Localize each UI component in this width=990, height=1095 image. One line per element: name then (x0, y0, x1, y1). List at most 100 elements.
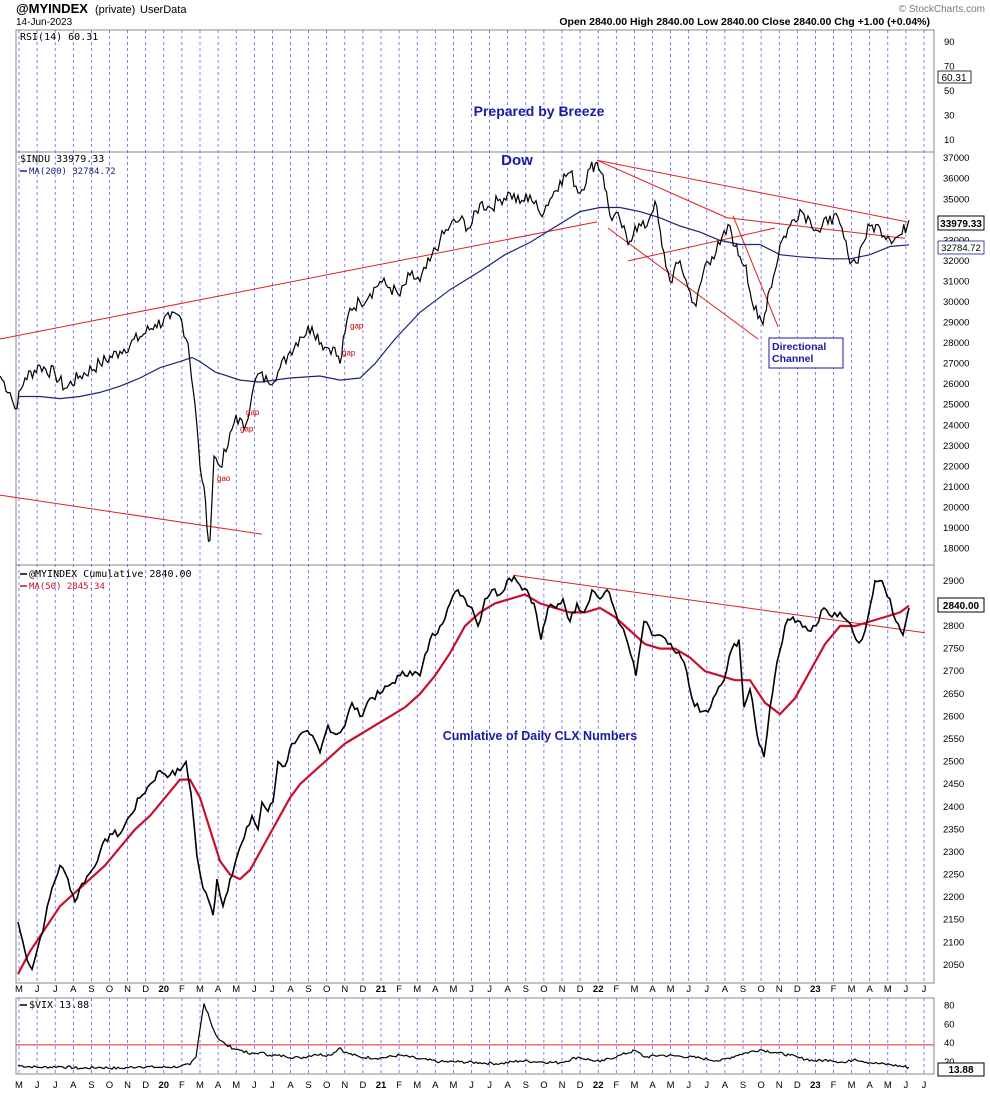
x-tick-label: N (124, 1080, 131, 1091)
x-tick-label: M (196, 1080, 204, 1091)
directional-channel-line1: Directional (772, 341, 826, 353)
y-tick-label: 2650 (943, 689, 964, 700)
x-tick-label: J (469, 984, 474, 995)
trendline (596, 159, 728, 219)
x-tick-label: M (196, 984, 204, 995)
x-tick-label: A (432, 1080, 439, 1091)
x-tick-label: A (505, 984, 512, 995)
ma200-last-tag (937, 240, 985, 255)
dow-legend: $INDU 33979.33 (20, 154, 104, 165)
x-tick-label: S (523, 984, 529, 995)
x-tick-label: J (487, 984, 492, 995)
x-tick-label: M (232, 1080, 240, 1091)
ma200-last-value: 32784.72 (941, 243, 981, 254)
y-tick-label: 2500 (943, 757, 964, 768)
x-tick-label: 22 (593, 984, 604, 995)
x-tick-label: J (469, 1080, 474, 1091)
x-tick-label: M (449, 984, 457, 995)
x-tick-label: M (667, 984, 675, 995)
x-tick-label: F (179, 984, 185, 995)
cumulative-panel (15, 564, 935, 984)
x-tick-label: A (70, 1080, 77, 1091)
x-tick-label: J (53, 984, 58, 995)
x-tick-label: A (867, 984, 874, 995)
directional-channel-line2: Channel (772, 353, 814, 365)
x-tick-label: F (613, 1080, 619, 1091)
x-tick-label: 23 (810, 984, 821, 995)
x-axis-top: M J J A S O N D 20 F M A M J J A S O N D 21 F M A M J J A S O N D 22 F M A M… (15, 984, 927, 995)
x-tick-label: M (630, 1080, 638, 1091)
cumulative-legend: @MYINDEX Cumulative 2840.00 (29, 569, 192, 580)
x-tick-label: A (649, 1080, 656, 1091)
x-tick-label: J (704, 1080, 709, 1091)
y-tick-label: 30000 (943, 297, 969, 308)
cumulative-trendline (513, 574, 926, 634)
y-tick-label: 70 (944, 62, 955, 73)
x-tick-label: J (487, 1080, 492, 1091)
x-tick-label: J (922, 984, 927, 995)
x-tick-label: A (867, 1080, 874, 1091)
x-tick-label: A (287, 984, 294, 995)
trendline (726, 217, 906, 239)
y-tick-label: 18000 (943, 544, 969, 555)
cumulative-y-axis: 2900285028002750270026502600255025002450… (943, 576, 964, 971)
x-tick-label: F (831, 1080, 837, 1091)
y-tick-label: 2800 (943, 621, 964, 632)
x-tick-label: D (142, 1080, 149, 1091)
y-tick-label: 2050 (943, 960, 964, 971)
x-tick-label: F (831, 984, 837, 995)
y-tick-label: 2250 (943, 870, 964, 881)
x-tick-label: J (270, 1080, 275, 1091)
ma50-legend: MA(50) 2845.34 (29, 582, 105, 592)
y-tick-label: 28000 (943, 338, 969, 349)
y-tick-label: 2200 (943, 892, 964, 903)
y-tick-label: 20 (944, 1057, 955, 1068)
x-tick-label: M (449, 1080, 457, 1091)
x-tick-label: 20 (159, 984, 170, 995)
x-tick-label: J (35, 1080, 40, 1091)
y-tick-label: 2550 (943, 734, 964, 745)
x-tick-label: J (904, 984, 909, 995)
x-tick-label: D (577, 984, 584, 995)
x-tick-label: M (848, 1080, 856, 1091)
dow-ma200-line (18, 206, 910, 400)
x-tick-label: O (757, 1080, 764, 1091)
x-tick-label: D (577, 1080, 584, 1091)
x-tick-label: A (649, 984, 656, 995)
vertical-grid (18, 30, 925, 1074)
x-tick-label: D (142, 984, 149, 995)
x-tick-label: A (505, 1080, 512, 1091)
x-tick-label: J (922, 1080, 927, 1091)
x-tick-label: J (270, 984, 275, 995)
x-tick-label: D (359, 1080, 366, 1091)
x-tick-label: O (106, 984, 113, 995)
trendline (596, 159, 908, 223)
y-tick-label: 2150 (943, 915, 964, 926)
x-tick-label: 21 (376, 1080, 387, 1091)
x-tick-label: S (88, 1080, 94, 1091)
x-tick-label: 23 (810, 1080, 821, 1091)
symbol-label: @MYINDEX (16, 1, 88, 16)
gap-label: gap (342, 348, 356, 357)
x-tick-label: N (776, 1080, 783, 1091)
date-label: 14-Jun-2023 (16, 17, 73, 28)
trendline (0, 221, 598, 340)
y-tick-label: 2350 (943, 824, 964, 835)
ohlc-readout: Open 2840.00 High 2840.00 Low 2840.00 Cl… (559, 16, 930, 28)
y-tick-label: 40 (944, 1038, 955, 1049)
x-tick-label: A (70, 984, 77, 995)
x-axis-bottom: M J J A S O N D 20 F M A M J J A S O N D 21 F M A M J J A S O N D 22 F M A M… (15, 1080, 927, 1091)
rsi-last-tag (937, 70, 972, 84)
y-tick-label: 80 (944, 1001, 955, 1012)
y-tick-label: 2100 (943, 937, 964, 948)
x-tick-label: M (884, 1080, 892, 1091)
vix-last-value: 13.88 (948, 1065, 973, 1076)
rsi-last-value: 60.31 (941, 73, 966, 84)
x-tick-label: O (106, 1080, 113, 1091)
x-tick-label: N (341, 984, 348, 995)
y-tick-label: 37000 (943, 153, 969, 164)
x-tick-label: O (323, 984, 330, 995)
y-tick-label: 26000 (943, 379, 969, 390)
x-tick-label: O (757, 984, 764, 995)
vix-legend: $VIX 13.88 (29, 1000, 89, 1011)
